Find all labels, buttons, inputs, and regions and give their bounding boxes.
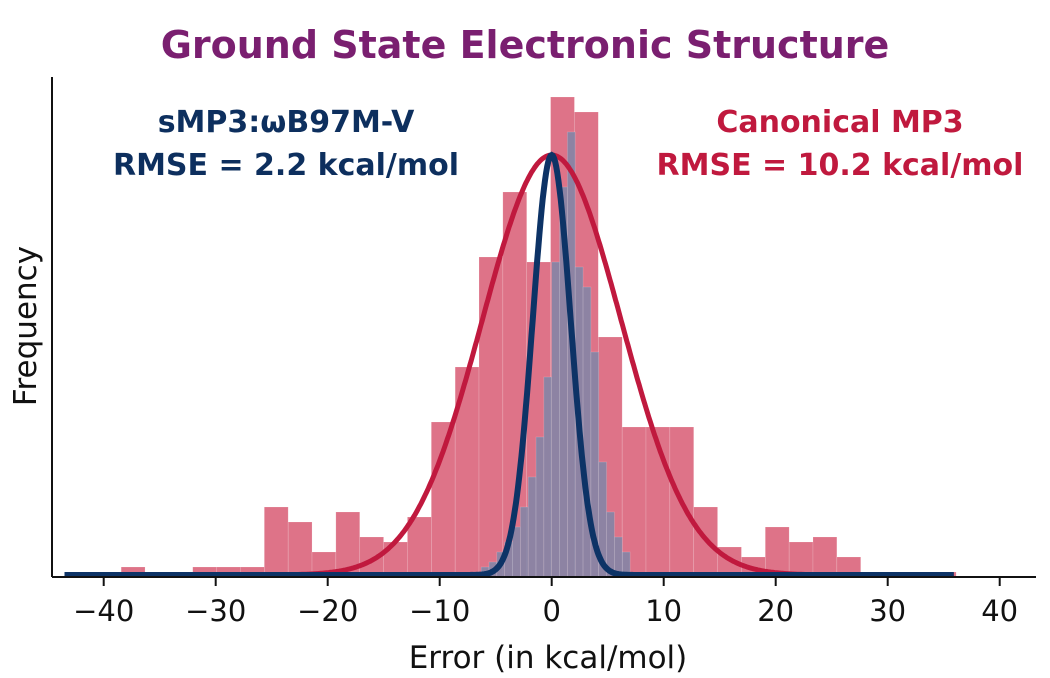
x-tick-label: −30 <box>185 594 246 628</box>
blue-histogram-bar <box>520 506 529 578</box>
smp3-rmse: RMSE = 2.2 kcal/mol <box>113 148 459 183</box>
red-histogram-bar <box>287 521 313 578</box>
chart-title: Ground State Electronic Structure <box>161 23 890 67</box>
x-tick-label: 30 <box>869 594 906 628</box>
x-tick-label: −20 <box>297 594 358 628</box>
x-ticks: −40 −30 −20 −10 0 10 20 30 40 <box>73 577 1018 628</box>
blue-histogram-bar <box>543 376 552 578</box>
x-tick-label: 40 <box>981 594 1018 628</box>
x-tick-label: −10 <box>409 594 470 628</box>
blue-histogram-bar <box>535 436 545 578</box>
x-axis-label: Error (in kcal/mol) <box>409 640 688 676</box>
x-tick-label: 20 <box>757 594 794 628</box>
blue-histogram-bar <box>551 261 560 578</box>
smp3-label: sMP3:ωB97M-V <box>158 105 415 140</box>
red-histogram-bar <box>478 256 504 578</box>
smp3-fit-curve <box>64 151 954 578</box>
red-histogram-bar <box>264 506 289 578</box>
mp3-label: Canonical MP3 <box>716 105 963 140</box>
blue-histogram-bar <box>527 476 537 578</box>
blue-histogram-bar <box>512 526 521 578</box>
x-tick-label: 10 <box>645 594 682 628</box>
y-axis-label: Frequency <box>8 246 44 406</box>
red-histogram-bar <box>407 516 432 578</box>
mp3-rmse: RMSE = 10.2 kcal/mol <box>657 148 1024 183</box>
red-histogram-bar <box>812 536 838 578</box>
x-tick-label: −40 <box>73 594 134 628</box>
x-tick-label: 0 <box>542 594 560 628</box>
